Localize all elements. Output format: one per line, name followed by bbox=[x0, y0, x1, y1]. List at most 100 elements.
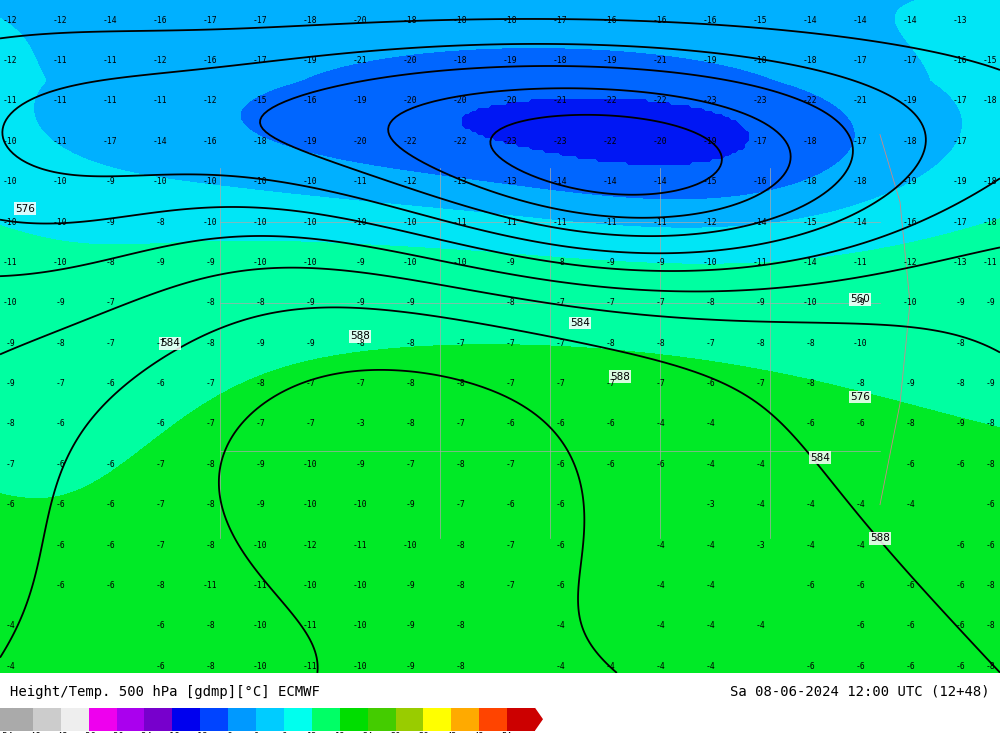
Text: -36: -36 bbox=[81, 732, 97, 733]
Text: -18: -18 bbox=[983, 97, 997, 106]
Text: -8: -8 bbox=[5, 419, 15, 428]
Text: -16: -16 bbox=[603, 15, 617, 25]
Text: -20: -20 bbox=[453, 97, 467, 106]
Text: 6: 6 bbox=[281, 732, 287, 733]
Text: -18: -18 bbox=[553, 56, 567, 65]
Text: 588: 588 bbox=[610, 372, 630, 382]
Text: -11: -11 bbox=[3, 258, 17, 267]
Text: -11: -11 bbox=[303, 662, 317, 671]
Text: -7: -7 bbox=[505, 581, 515, 590]
Text: -9: -9 bbox=[655, 258, 665, 267]
Text: -17: -17 bbox=[203, 15, 217, 25]
Text: -10: -10 bbox=[853, 339, 867, 347]
Text: -7: -7 bbox=[405, 460, 415, 469]
Text: -10: -10 bbox=[53, 258, 67, 267]
Text: -10: -10 bbox=[253, 177, 267, 186]
Text: -10: -10 bbox=[3, 177, 17, 186]
Text: -8: -8 bbox=[155, 581, 165, 590]
Text: -8: -8 bbox=[985, 662, 995, 671]
Text: -7: -7 bbox=[605, 298, 615, 307]
Text: -6: -6 bbox=[555, 500, 565, 509]
Text: -20: -20 bbox=[653, 137, 667, 146]
Text: -13: -13 bbox=[503, 177, 517, 186]
Text: -14: -14 bbox=[803, 15, 817, 25]
Text: -42: -42 bbox=[53, 732, 69, 733]
Text: -6: -6 bbox=[105, 540, 115, 550]
Text: -10: -10 bbox=[303, 218, 317, 226]
Text: -7: -7 bbox=[505, 540, 515, 550]
Text: -11: -11 bbox=[103, 97, 117, 106]
Text: -6: -6 bbox=[105, 460, 115, 469]
Text: -7: -7 bbox=[455, 419, 465, 428]
Text: -11: -11 bbox=[103, 56, 117, 65]
Text: -15: -15 bbox=[753, 15, 767, 25]
Text: -8: -8 bbox=[455, 460, 465, 469]
Bar bbox=[117, 708, 144, 731]
Text: -6: -6 bbox=[955, 622, 965, 630]
Text: -14: -14 bbox=[153, 137, 167, 146]
Text: -8: -8 bbox=[205, 662, 215, 671]
Text: -7: -7 bbox=[555, 298, 565, 307]
Text: -16: -16 bbox=[953, 56, 967, 65]
Text: -8: -8 bbox=[205, 622, 215, 630]
Text: -8: -8 bbox=[455, 662, 465, 671]
Text: -11: -11 bbox=[253, 581, 267, 590]
Text: -17: -17 bbox=[753, 137, 767, 146]
Text: -3: -3 bbox=[755, 540, 765, 550]
Text: -6: -6 bbox=[605, 460, 615, 469]
Text: -7: -7 bbox=[505, 339, 515, 347]
Text: -23: -23 bbox=[753, 97, 767, 106]
Text: -11: -11 bbox=[353, 177, 367, 186]
Text: -10: -10 bbox=[53, 177, 67, 186]
Text: -4: -4 bbox=[805, 500, 815, 509]
Text: -14: -14 bbox=[653, 177, 667, 186]
Text: -10: -10 bbox=[403, 258, 417, 267]
Text: -14: -14 bbox=[803, 258, 817, 267]
Text: -3: -3 bbox=[705, 500, 715, 509]
Text: -6: -6 bbox=[805, 662, 815, 671]
Text: -6: -6 bbox=[985, 540, 995, 550]
Text: -10: -10 bbox=[3, 218, 17, 226]
Text: -13: -13 bbox=[953, 15, 967, 25]
Text: -8: -8 bbox=[805, 339, 815, 347]
Text: -16: -16 bbox=[303, 97, 317, 106]
Text: -7: -7 bbox=[155, 460, 165, 469]
Text: -11: -11 bbox=[153, 97, 167, 106]
Text: -4: -4 bbox=[705, 419, 715, 428]
Text: -18: -18 bbox=[853, 177, 867, 186]
Text: -17: -17 bbox=[553, 15, 567, 25]
Text: -9: -9 bbox=[505, 258, 515, 267]
Text: -11: -11 bbox=[853, 258, 867, 267]
Text: -54: -54 bbox=[0, 732, 13, 733]
Bar bbox=[228, 708, 256, 731]
Bar bbox=[256, 708, 284, 731]
Text: -16: -16 bbox=[203, 56, 217, 65]
Text: -18: -18 bbox=[164, 732, 180, 733]
Text: -6: -6 bbox=[55, 581, 65, 590]
Text: -6: -6 bbox=[855, 581, 865, 590]
Bar bbox=[5, 708, 33, 731]
Text: -8: -8 bbox=[355, 339, 365, 347]
Text: -15: -15 bbox=[703, 177, 717, 186]
Bar bbox=[340, 708, 368, 731]
Text: -11: -11 bbox=[353, 540, 367, 550]
Text: -10: -10 bbox=[253, 218, 267, 226]
Text: -6: -6 bbox=[55, 419, 65, 428]
Text: 30: 30 bbox=[390, 732, 401, 733]
Text: -12: -12 bbox=[903, 258, 917, 267]
Text: -8: -8 bbox=[455, 540, 465, 550]
Text: -18: -18 bbox=[803, 56, 817, 65]
Text: -10: -10 bbox=[353, 662, 367, 671]
Text: -8: -8 bbox=[205, 500, 215, 509]
Text: -7: -7 bbox=[705, 339, 715, 347]
Bar bbox=[200, 708, 228, 731]
Text: -18: -18 bbox=[803, 177, 817, 186]
Text: -9: -9 bbox=[855, 298, 865, 307]
Text: -15: -15 bbox=[253, 97, 267, 106]
Text: -11: -11 bbox=[983, 258, 997, 267]
Text: -18: -18 bbox=[983, 177, 997, 186]
Text: -6: -6 bbox=[155, 622, 165, 630]
Text: -7: -7 bbox=[505, 460, 515, 469]
Text: -8: -8 bbox=[105, 258, 115, 267]
Text: -7: -7 bbox=[305, 419, 315, 428]
